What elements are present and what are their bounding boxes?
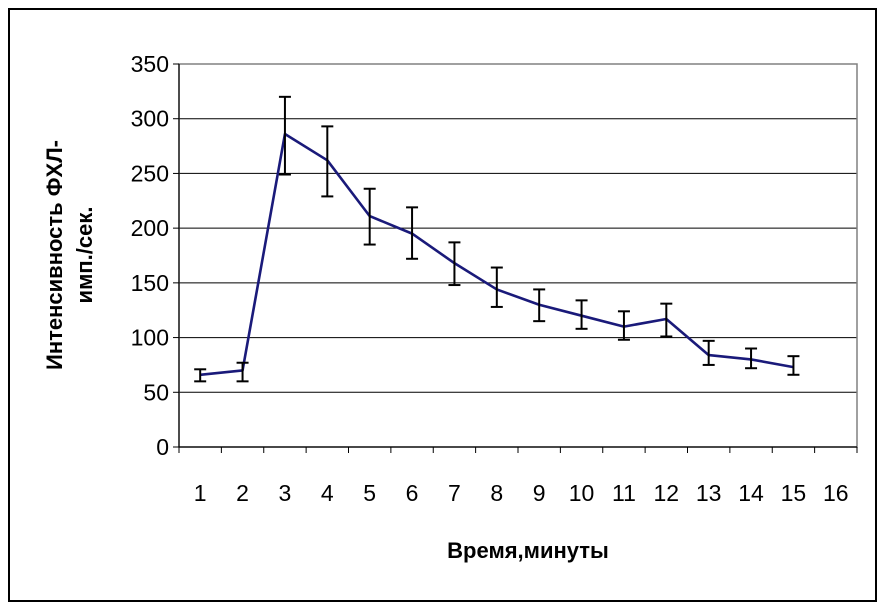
- y-tick-label: 350: [131, 51, 169, 77]
- error-bars: [194, 95, 800, 383]
- error-bar: [575, 299, 588, 330]
- error-bar: [490, 266, 503, 308]
- plot-area: [178, 63, 858, 448]
- axes: [173, 63, 858, 453]
- error-bar: [278, 95, 291, 176]
- x-tick-label: 14: [738, 480, 764, 506]
- gridlines: [179, 63, 857, 393]
- y-tick-label: 250: [131, 160, 169, 186]
- x-axis-title: Время,минуты: [447, 538, 609, 563]
- error-bar: [533, 288, 546, 323]
- series: [200, 132, 794, 377]
- x-tick-label: 16: [823, 480, 849, 506]
- x-tick-label: 9: [533, 480, 546, 506]
- error-bar: [617, 310, 630, 341]
- error-bar: [702, 339, 715, 366]
- error-bar: [363, 187, 376, 246]
- y-axis-title: Интенсивность ФХЛ- имп./сек.: [42, 140, 97, 370]
- x-tick-label: 2: [236, 480, 249, 506]
- error-bar: [406, 206, 419, 260]
- x-tick-label: 10: [569, 480, 595, 506]
- error-bar: [448, 241, 461, 287]
- y-tick-label: 100: [131, 325, 169, 351]
- x-tick-label: 13: [696, 480, 722, 506]
- x-tick-label: 7: [448, 480, 461, 506]
- x-tick-label: 8: [490, 480, 503, 506]
- x-tick-label: 5: [363, 480, 376, 506]
- error-bar: [745, 347, 758, 370]
- x-tick-labels: 1 2 3 4 5 6 7 8 9 10 11 12 13 14 15 16: [194, 480, 849, 506]
- x-tick-label: 3: [279, 480, 292, 506]
- error-bar: [660, 302, 673, 338]
- x-tick-label: 6: [406, 480, 419, 506]
- y-axis-title-line-2: имп./сек.: [72, 207, 97, 304]
- y-axis-title-line-1: Интенсивность ФХЛ-: [42, 140, 67, 370]
- x-tick-label: 12: [654, 480, 680, 506]
- y-tick-label: 50: [143, 379, 169, 405]
- error-bar: [236, 361, 249, 383]
- error-bar: [321, 125, 334, 198]
- y-tick-label: 150: [131, 270, 169, 296]
- x-tick-label: 4: [321, 480, 334, 506]
- y-tick-labels: 0 50 100 150 200 250 300 350: [131, 51, 169, 460]
- y-tick-label: 200: [131, 215, 169, 241]
- x-tick-label: 15: [781, 480, 807, 506]
- error-bar: [194, 368, 207, 383]
- chart-frame: 0 50 100 150 200 250 300 350 1 2 3 4 5 6 7 8 9 10 11 12 13 1…: [8, 8, 877, 602]
- y-tick-label: 300: [131, 106, 169, 132]
- y-tick-label: 0: [156, 434, 169, 460]
- x-tick-label: 1: [194, 480, 207, 506]
- x-tick-label: 11: [612, 480, 636, 506]
- error-bar: [787, 355, 800, 376]
- series-line: [200, 132, 794, 377]
